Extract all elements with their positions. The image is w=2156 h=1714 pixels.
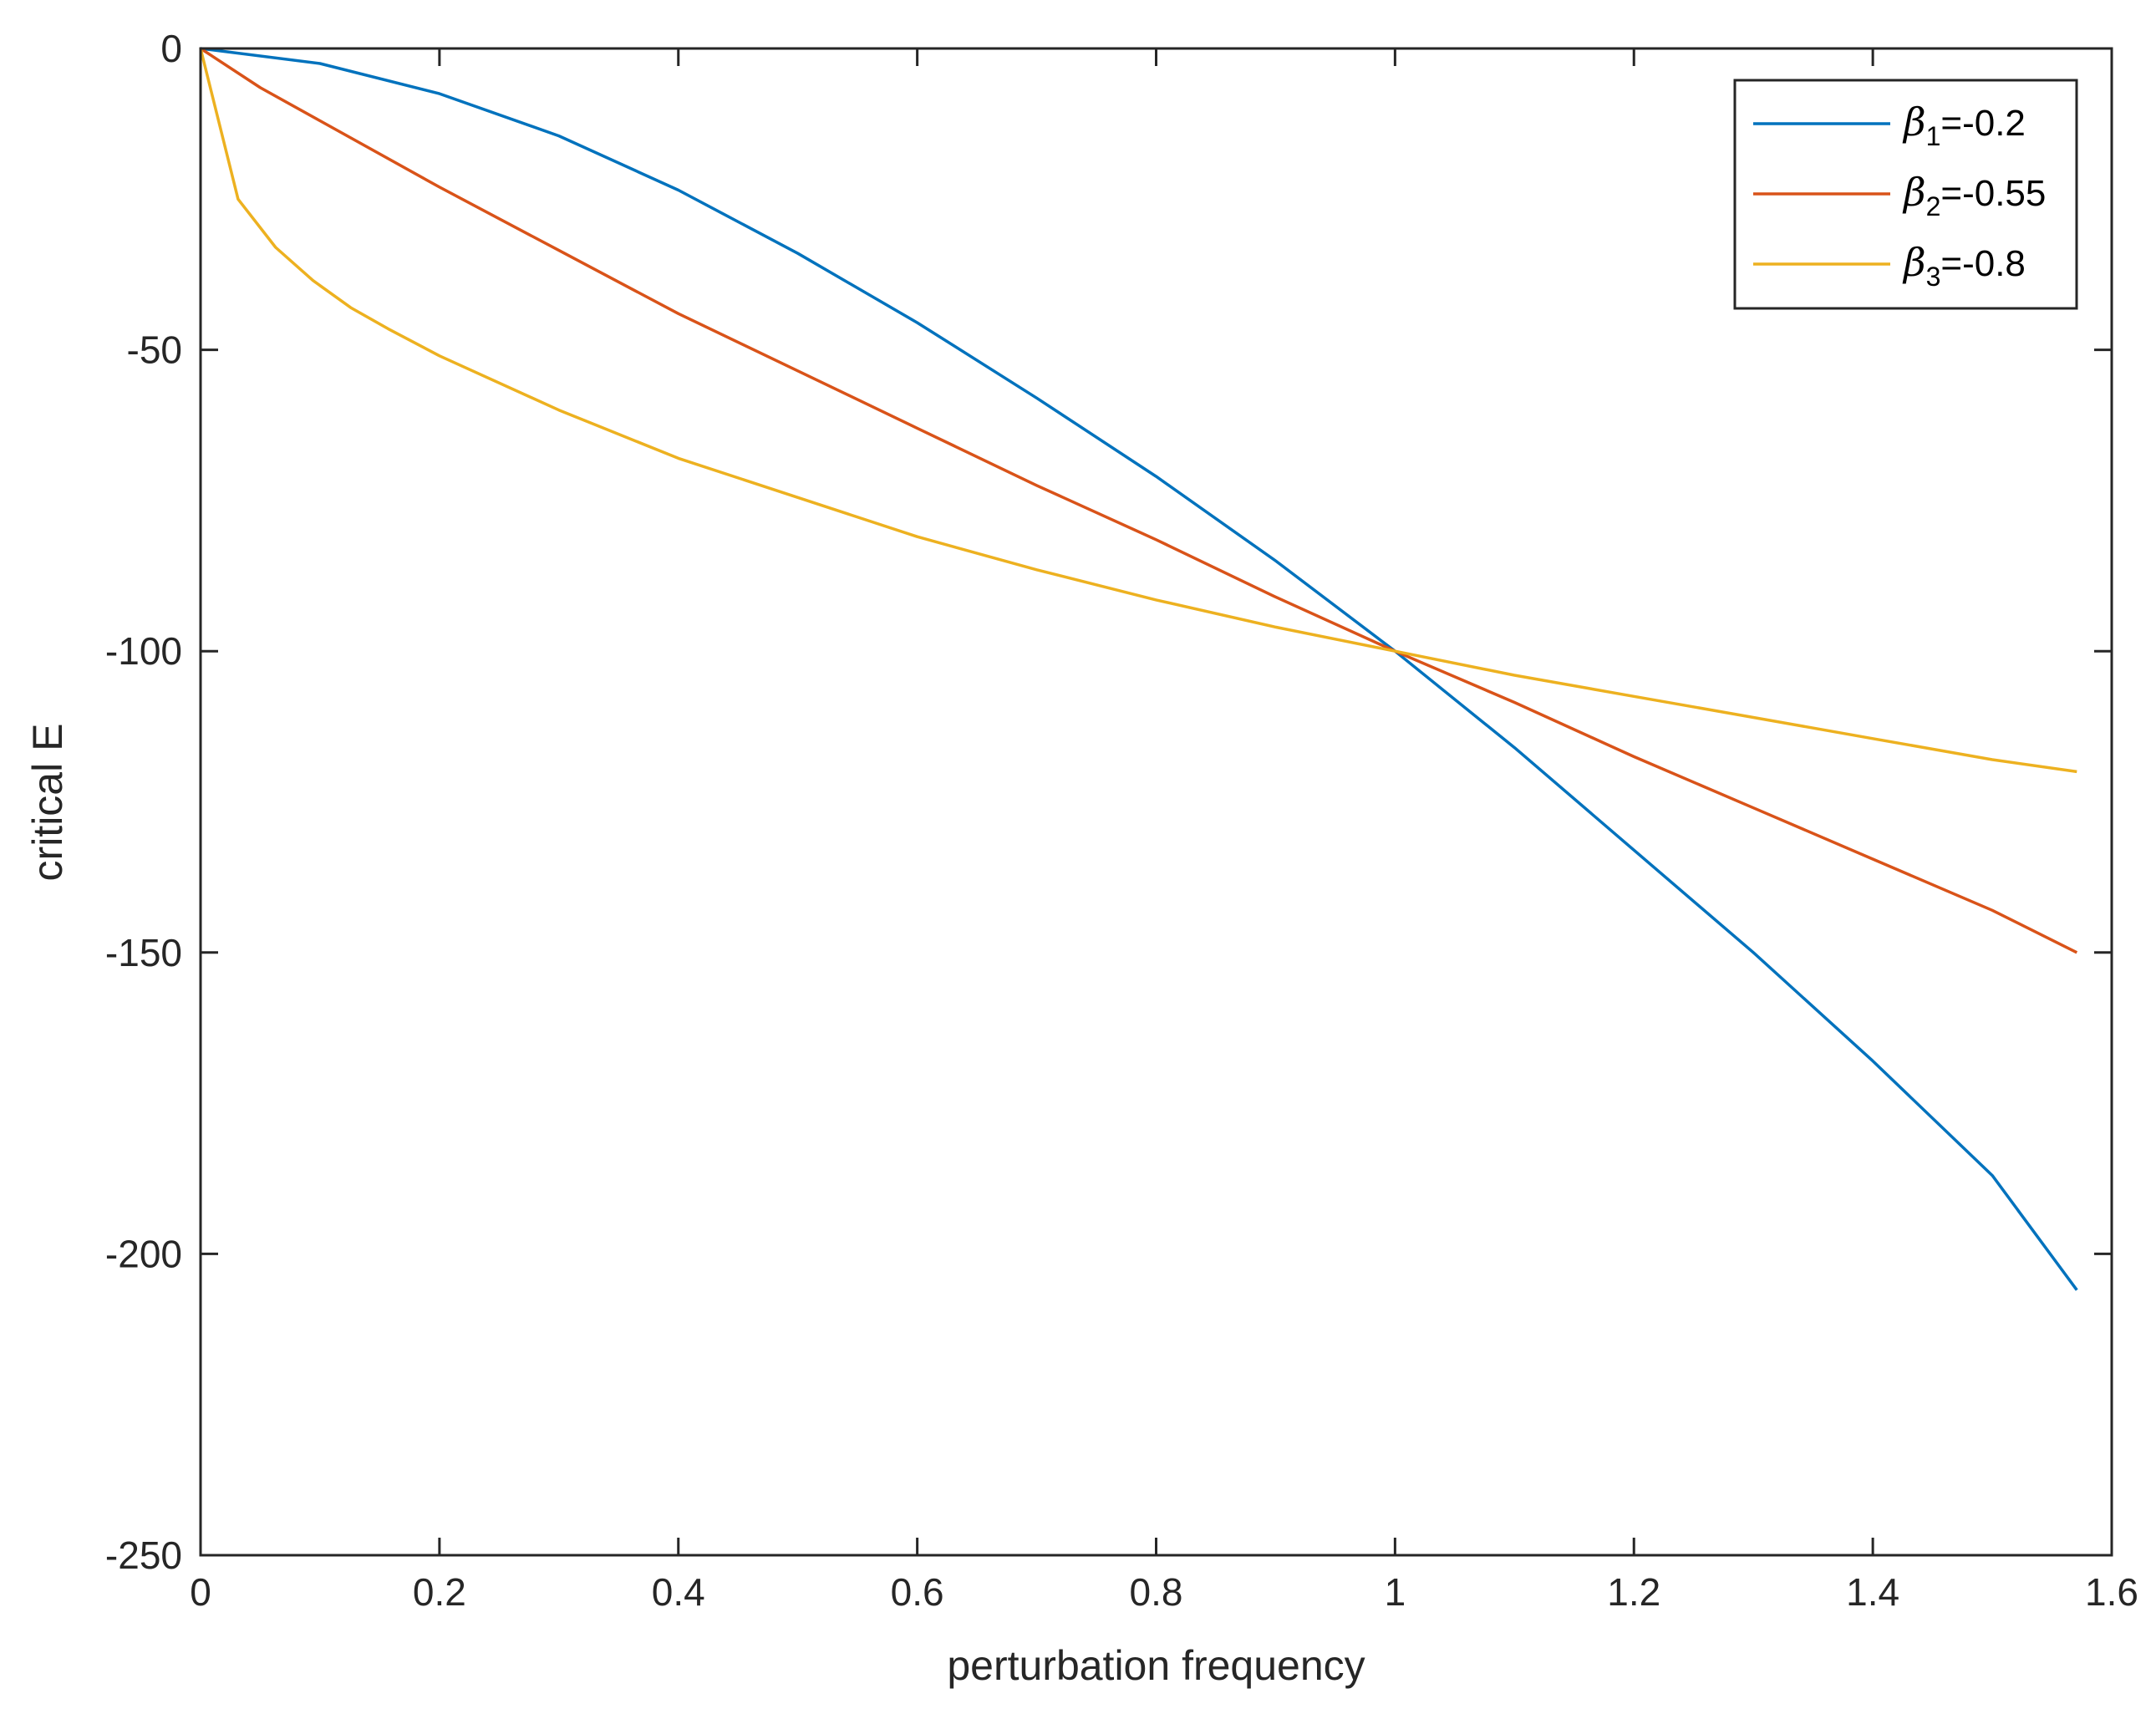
legend-symbol: β [1902, 99, 1926, 145]
y-axis-title: critical E [24, 724, 71, 882]
series-layer [199, 47, 2078, 1291]
legend-label-3: β3=-0.8 [1902, 240, 2026, 292]
legend-subscript: 1 [1926, 121, 1941, 151]
y-tick-label: -50 [127, 328, 182, 372]
legend-label-2: β2=-0.55 [1902, 170, 2046, 221]
series-line-2 [200, 47, 2078, 954]
y-tick-label: -100 [105, 629, 182, 673]
y-tick-label: 0 [160, 27, 182, 70]
x-tick-label: 0.8 [1130, 1570, 1183, 1614]
legend-value: =-0.55 [1940, 173, 2046, 214]
x-tick-label: 0.4 [652, 1570, 705, 1614]
x-tick-label: 0.6 [891, 1570, 944, 1614]
legend-value: =-0.2 [1940, 103, 2026, 144]
series-line-1 [200, 47, 2078, 1291]
x-tick-label: 1 [1385, 1570, 1406, 1614]
x-tick-label: 1.6 [2085, 1570, 2138, 1614]
legend-label-1: β1=-0.2 [1902, 99, 2026, 151]
legend-subscript: 2 [1926, 191, 1941, 221]
legend-symbol: β [1902, 170, 1926, 215]
series-line-3 [199, 48, 2077, 774]
x-tick-label: 0.2 [413, 1570, 466, 1614]
x-tick-label: 0 [190, 1570, 211, 1614]
ticks-layer: 0 0.2 0.4 0.6 0.8 1 1.2 1.4 1.6 0 -50 -100 -150 -200 -… [105, 27, 2138, 1614]
legend-value: =-0.8 [1940, 243, 2026, 284]
x-tick-label: 1.2 [1607, 1570, 1660, 1614]
legend-subscript: 3 [1926, 262, 1941, 292]
y-tick-label: -200 [105, 1232, 182, 1275]
legend-symbol: β [1902, 240, 1926, 285]
x-axis-title: perturbation frequency [947, 1642, 1365, 1689]
plot-frame [199, 47, 2113, 1557]
y-tick-label: -150 [105, 931, 182, 974]
y-tick-label: -250 [105, 1533, 182, 1577]
x-tick-label: 1.4 [1846, 1570, 1899, 1614]
